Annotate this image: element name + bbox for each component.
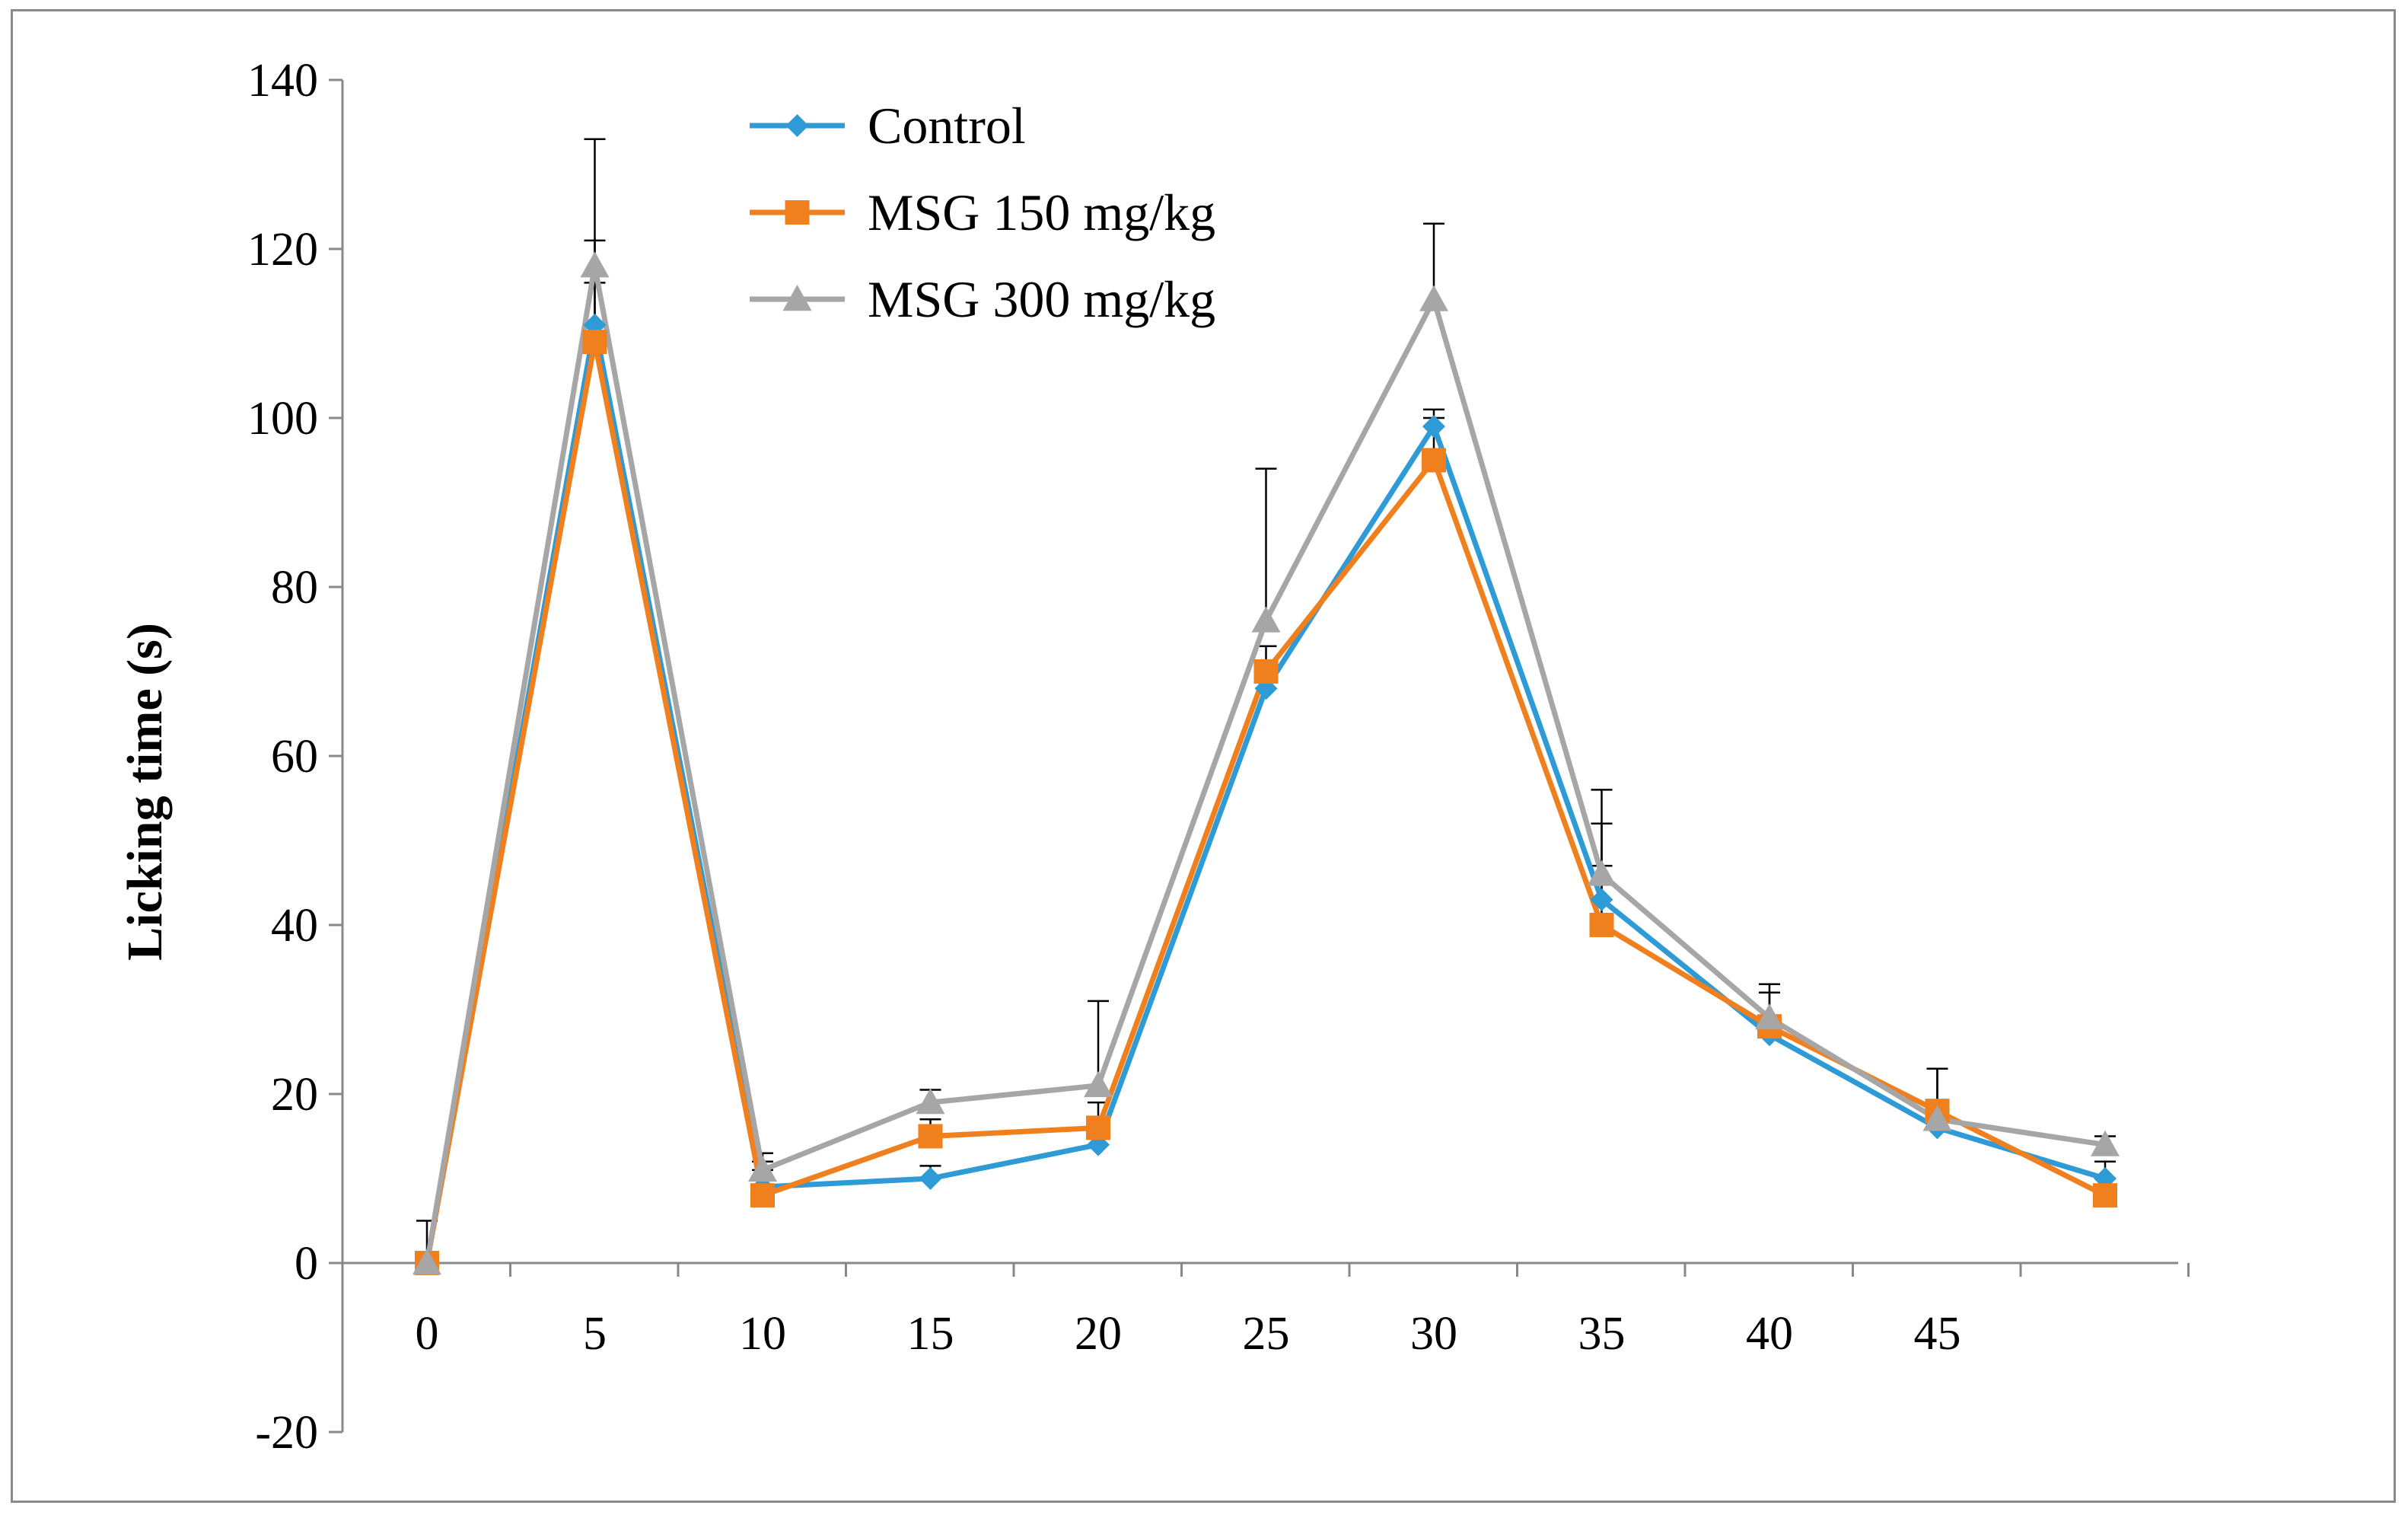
x-tick-label: 10 <box>739 1308 786 1360</box>
data-point <box>1422 448 1446 473</box>
data-point <box>916 1088 945 1115</box>
axes: -20 0 20 40 60 80 100 120 140 0 5 10 15 20 25 30 35 40 45 <box>247 55 2190 1459</box>
legend[interactable]: Control MSG 150 mg/kg MSG 300 mg/kg <box>750 97 1215 328</box>
data-point <box>2093 1183 2117 1208</box>
data-point <box>1922 1105 1952 1131</box>
data-point <box>919 1167 942 1190</box>
data-point <box>1587 860 1616 886</box>
y-tick-label: 40 <box>271 900 318 952</box>
data-point <box>2091 1130 2120 1156</box>
x-tick-label: 5 <box>583 1308 607 1360</box>
legend-label: Control <box>868 97 1026 155</box>
data-point <box>1253 659 1279 684</box>
data-point <box>750 1183 775 1208</box>
error-bars <box>416 138 2116 1263</box>
y-tick-label: 0 <box>295 1238 318 1290</box>
x-tick-label: 45 <box>1914 1308 1961 1360</box>
series-line <box>424 322 2107 1264</box>
data-point <box>582 330 607 355</box>
x-tick-label: 15 <box>907 1308 954 1360</box>
y-axis-label: Licking time (s) <box>117 623 173 961</box>
data-point <box>1422 415 1445 439</box>
x-tick-label: 20 <box>1075 1308 1122 1360</box>
data-point <box>918 1124 943 1149</box>
y-tick-label: 20 <box>271 1069 318 1121</box>
y-tick-label: 100 <box>247 393 318 445</box>
data-point <box>580 251 610 278</box>
y-tick-label: 120 <box>247 224 318 276</box>
series-lines <box>424 263 2107 1264</box>
data-point <box>785 200 810 225</box>
data-point <box>1419 285 1448 311</box>
x-tick-label: 25 <box>1243 1308 1290 1360</box>
chart-frame <box>11 9 2396 1503</box>
x-tick-label: 40 <box>1746 1308 1793 1360</box>
y-tick-label: 60 <box>271 731 318 783</box>
data-point <box>1589 913 1614 937</box>
y-tick-label: 140 <box>247 55 318 107</box>
series-markers <box>412 251 2120 1275</box>
data-point <box>1755 1003 1784 1030</box>
x-tick-label: 30 <box>1410 1308 1457 1360</box>
data-point <box>1590 888 1613 911</box>
data-point <box>748 1155 777 1182</box>
data-point <box>1086 1115 1110 1140</box>
data-point <box>412 1249 441 1275</box>
data-point <box>1084 1070 1113 1098</box>
y-tick-label: 80 <box>271 562 318 614</box>
legend-label: MSG 150 mg/kg <box>868 183 1215 241</box>
data-point <box>1251 606 1281 633</box>
legend-label: MSG 300 mg/kg <box>868 270 1215 328</box>
x-tick-label: 35 <box>1578 1308 1626 1360</box>
data-point <box>785 114 809 137</box>
y-tick-label: -20 <box>255 1407 318 1459</box>
data-point <box>782 285 812 311</box>
x-tick-label: 0 <box>416 1308 439 1360</box>
